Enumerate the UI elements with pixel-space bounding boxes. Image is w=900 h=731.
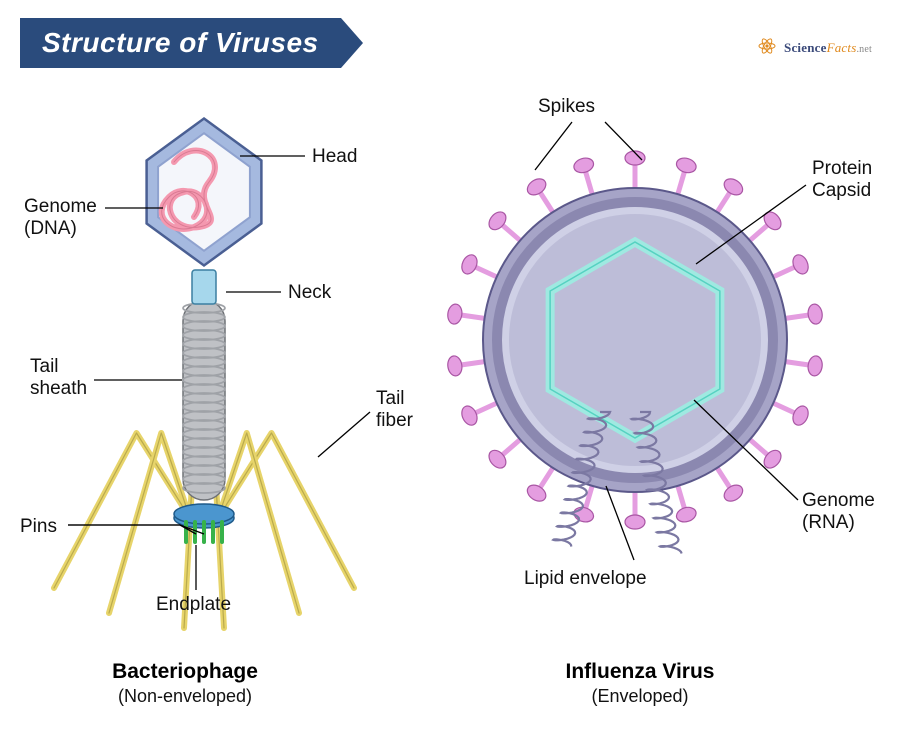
diagram-label: Tailfiber	[376, 388, 413, 432]
diagram-label: Neck	[288, 282, 331, 304]
figure-subtitle: (Non-enveloped)	[65, 686, 305, 707]
diagram-canvas	[0, 0, 900, 731]
figure-name: Bacteriophage	[65, 660, 305, 684]
figure-subtitle: (Enveloped)	[520, 686, 760, 707]
bacteriophage-figure	[54, 119, 354, 629]
diagram-label: Spikes	[538, 96, 595, 118]
diagram-label: Lipid envelope	[524, 568, 647, 590]
diagram-label: Genome(RNA)	[802, 490, 875, 534]
diagram-label: Genome(DNA)	[24, 196, 97, 240]
diagram-label: Endplate	[156, 594, 231, 616]
influenza-figure	[447, 151, 824, 554]
diagram-label: ProteinCapsid	[812, 158, 872, 202]
figure-name: Influenza Virus	[520, 660, 760, 684]
diagram-label: Tailsheath	[30, 356, 87, 400]
diagram-label: Pins	[20, 516, 57, 538]
diagram-label: Head	[312, 146, 357, 168]
